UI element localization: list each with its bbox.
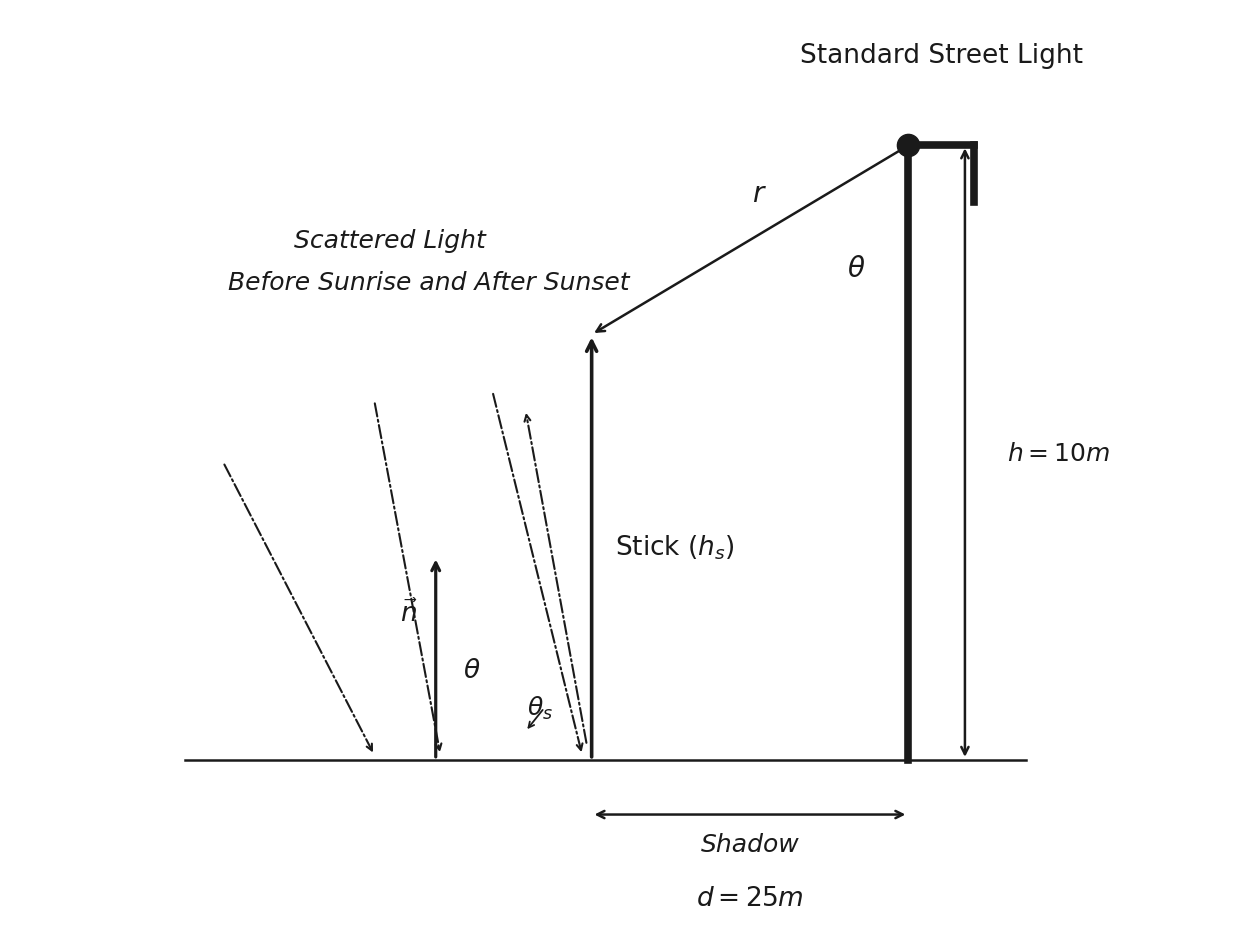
Text: $h = 10m$: $h = 10m$ [1007,441,1111,465]
Text: Stick $(h_s)$: Stick $(h_s)$ [615,533,735,562]
Text: Standard Street Light: Standard Street Light [800,42,1083,69]
Text: Before Sunrise and After Sunset: Before Sunrise and After Sunset [228,271,630,295]
Text: $d = 25m$: $d = 25m$ [697,885,804,912]
Text: $\theta$: $\theta$ [463,657,480,683]
Text: $\vec{n}$: $\vec{n}$ [401,600,418,627]
Text: Shadow: Shadow [701,832,800,855]
Text: $\theta$: $\theta$ [847,255,866,283]
Text: Scattered Light: Scattered Light [294,228,486,253]
Text: $\theta_s$: $\theta_s$ [527,695,553,721]
Text: $r$: $r$ [751,179,766,208]
